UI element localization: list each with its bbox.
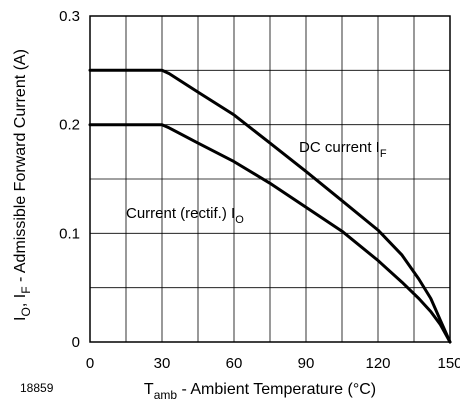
x-tick-label: 30 [154,355,171,372]
series-label-dc: DC current IF [299,139,387,160]
y-tick-label: 0.2 [59,117,80,134]
series-label-rectified: Current (rectif.) IO [126,205,244,226]
x-tick-label: 60 [226,355,243,372]
y-tick-label: 0.3 [59,8,80,25]
axis-ticks: 0 30 60 90 120 150 0 0.1 0.2 0.3 [59,8,460,372]
y-tick-label: 0.1 [59,225,80,242]
y-tick-label: 0 [72,334,80,351]
x-axis-label: Tamb - Ambient Temperature (°C) [144,381,376,402]
figure-id: 18859 [20,381,54,395]
x-tick-label: 120 [365,355,390,372]
x-tick-label: 90 [298,355,315,372]
grid [90,16,450,342]
y-axis-label: IO, IF - Admissible Forward Current (A) [12,49,33,321]
x-tick-label: 0 [86,355,94,372]
x-tick-label: 150 [437,355,460,372]
